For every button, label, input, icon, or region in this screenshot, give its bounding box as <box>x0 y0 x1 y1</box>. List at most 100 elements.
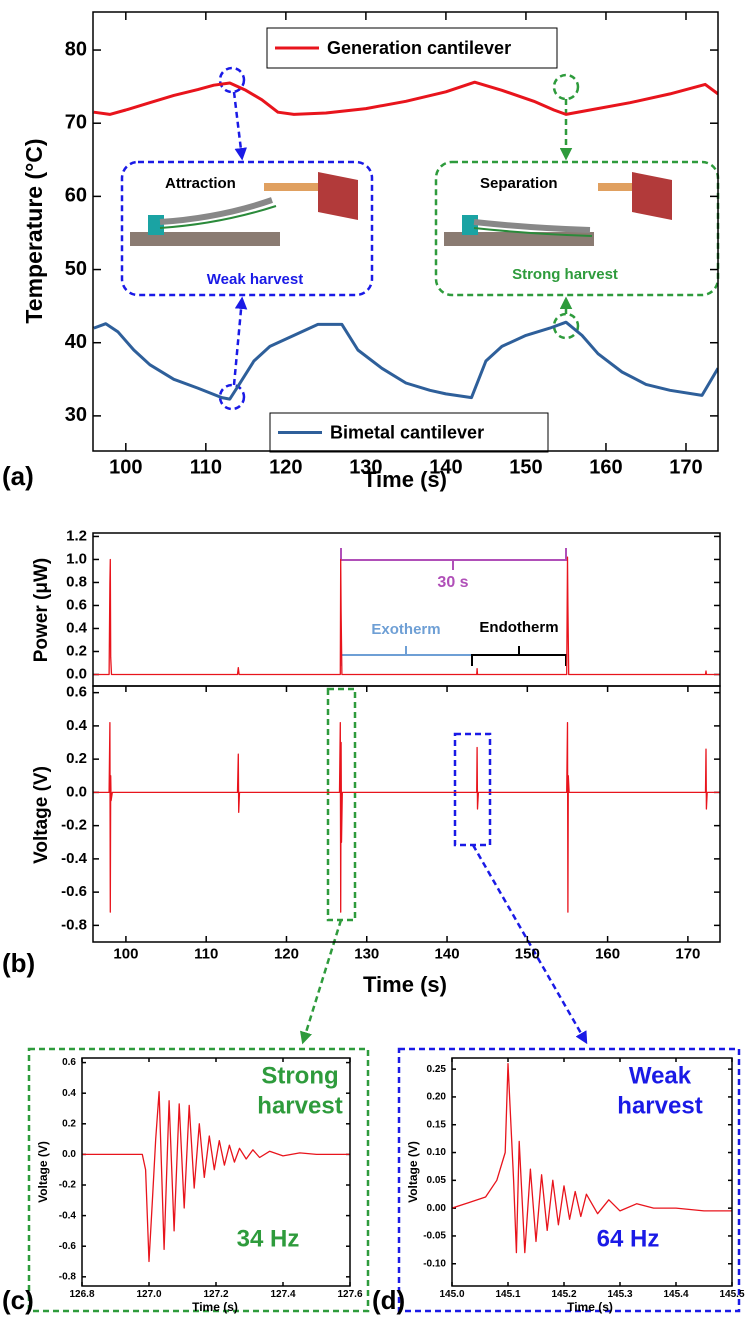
y-axis-label: Power (μW) <box>31 558 52 663</box>
plot-frame <box>81 1057 351 1287</box>
x-tick-label: 130 <box>349 456 382 478</box>
y-tick-label: 0.2 <box>66 642 87 659</box>
y-tick-label: 1.0 <box>66 550 87 567</box>
holder <box>318 172 358 220</box>
annotation: Separation <box>480 175 558 192</box>
y-tick-label: -0.4 <box>59 1210 77 1221</box>
x-tick-label: 120 <box>269 456 302 478</box>
arrow <box>300 919 343 1045</box>
y-tick-label: 0.20 <box>427 1092 447 1103</box>
base <box>130 232 280 246</box>
annotation: Attraction <box>165 175 236 192</box>
attraction-box <box>120 160 374 297</box>
annotation: Weak <box>629 1062 692 1089</box>
magnet-arm <box>264 183 324 191</box>
highlight <box>552 73 580 101</box>
annotation: Endotherm <box>479 619 558 636</box>
y-tick-label: -0.2 <box>61 817 87 834</box>
y-axis-label: Voltage (V) <box>36 1141 50 1203</box>
annotation: Weak harvest <box>207 271 303 288</box>
y-tick-label: -0.05 <box>423 1231 446 1242</box>
panel-label: (d) <box>372 1285 405 1315</box>
x-tick-label: 150 <box>515 946 540 963</box>
panel: -0.8 -0.6 -0.4 -0.2 0.0 0.2 0.4 0.6 100 110 120 130… <box>2 684 721 997</box>
arrow <box>232 296 248 386</box>
y-tick-label: 0.10 <box>427 1147 447 1158</box>
y-axis-label: Voltage (V) <box>31 766 52 864</box>
zoom-layout: Strong harvest 34 Hz Weak harvest 64 Hz <box>27 687 741 1313</box>
y-tick-label: 0.4 <box>66 717 88 734</box>
arrow <box>471 844 588 1045</box>
x-tick-label: 100 <box>109 456 142 478</box>
y-tick-label: -0.6 <box>59 1241 77 1252</box>
highlight <box>218 66 246 94</box>
x-tick-label: 170 <box>669 456 702 478</box>
y-tick-label: -0.2 <box>59 1180 77 1191</box>
x-tick-label: 127.6 <box>337 1289 362 1300</box>
x-tick-label: 100 <box>113 946 138 963</box>
y-tick-label: 0.0 <box>66 665 87 682</box>
cantilever <box>159 197 273 225</box>
line <box>452 1062 732 1254</box>
x-tick-label: 145.1 <box>495 1289 520 1300</box>
x-tick-label: 127.4 <box>270 1289 295 1300</box>
y-tick-label: 0.0 <box>62 1149 76 1160</box>
zoom-frame <box>27 1047 370 1313</box>
bracket <box>471 646 567 666</box>
annotation: harvest <box>617 1092 702 1119</box>
y-tick-label: 60 <box>65 185 87 207</box>
y-tick-label: 0.6 <box>66 596 87 613</box>
y-tick-label: 0.15 <box>427 1119 447 1130</box>
y-tick-label: 0.2 <box>62 1118 76 1129</box>
plot-frame <box>451 1057 733 1287</box>
y-axis-label: Temperature (°C) <box>21 138 47 323</box>
y-tick-label: 0.6 <box>66 684 87 701</box>
panel: -0.10 -0.05 0.00 0.05 0.10 0.15 0.20 0.25 145.0 1… <box>372 1057 745 1315</box>
y-tick-label: -0.8 <box>59 1271 77 1282</box>
cantilever <box>473 219 591 233</box>
bracket <box>340 548 567 570</box>
y-tick-label: 50 <box>65 258 87 280</box>
x-tick-label: 170 <box>675 946 700 963</box>
power-annotations: 30 s Exotherm Endotherm <box>340 548 567 666</box>
y-tick-label: 0.6 <box>62 1057 76 1068</box>
line <box>93 80 718 116</box>
y-tick-label: 1.2 <box>66 527 87 544</box>
line <box>93 320 718 401</box>
plot-frame <box>92 685 721 943</box>
annotation: harvest <box>257 1092 342 1119</box>
y-axis-label: Voltage (V) <box>406 1141 420 1203</box>
x-tick-label: 110 <box>194 946 218 963</box>
annotation: Strong harvest <box>512 266 618 283</box>
x-tick-label: 130 <box>354 946 379 963</box>
x-tick-label: 160 <box>595 946 620 963</box>
legend-label: Bimetal cantilever <box>330 422 484 442</box>
annotation: 64 Hz <box>597 1225 660 1252</box>
zoom-frame <box>397 1047 741 1313</box>
panel: 30 40 50 60 70 80 100 110 120 130 140 150 160 170 Gene… <box>2 11 719 492</box>
y-tick-label: -0.10 <box>423 1258 446 1269</box>
y-tick-label: 0.4 <box>62 1088 76 1099</box>
zoom-box <box>326 687 357 922</box>
magnet-arm <box>598 183 638 191</box>
y-tick-label: 0.8 <box>66 573 87 590</box>
annotation: Strong <box>261 1062 338 1089</box>
zoom-box <box>453 732 492 847</box>
clamp <box>148 215 164 235</box>
legend-label: Generation cantilever <box>327 38 511 58</box>
x-axis-label: Time (s) <box>567 1300 613 1314</box>
x-tick-label: 120 <box>274 946 299 963</box>
x-tick-label: 145.0 <box>439 1289 464 1300</box>
line <box>93 721 720 913</box>
x-tick-label: 127.0 <box>136 1289 161 1300</box>
annotation: 34 Hz <box>237 1225 300 1252</box>
bracket <box>340 646 473 666</box>
panel: 0.0 0.2 0.4 0.6 0.8 1.0 1.2 Power (μW) <box>31 527 721 687</box>
line <box>82 1091 350 1263</box>
x-tick-label: 150 <box>509 456 542 478</box>
x-tick-label: 140 <box>435 946 460 963</box>
y-tick-label: 0.0 <box>66 783 87 800</box>
x-tick-label: 110 <box>190 456 222 478</box>
y-tick-label: 0.25 <box>427 1064 447 1075</box>
